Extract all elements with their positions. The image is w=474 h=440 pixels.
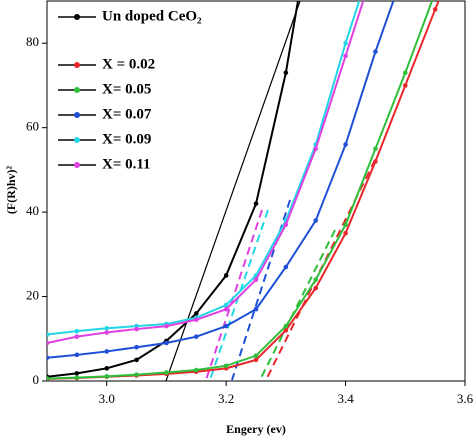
data-point bbox=[283, 222, 289, 228]
legend-marker bbox=[74, 137, 80, 143]
data-point bbox=[373, 146, 378, 152]
data-point bbox=[74, 375, 80, 380]
data-point bbox=[134, 326, 139, 332]
data-point bbox=[313, 277, 319, 282]
data-point bbox=[74, 352, 80, 358]
legend-marker bbox=[74, 14, 80, 20]
y-tick-label: 80 bbox=[26, 34, 39, 49]
data-point bbox=[283, 323, 289, 329]
data-point bbox=[134, 344, 139, 350]
data-point bbox=[47, 355, 50, 361]
data-point bbox=[74, 334, 80, 339]
data-point bbox=[134, 357, 139, 363]
data-point bbox=[343, 40, 348, 46]
data-point bbox=[164, 370, 169, 375]
data-point bbox=[253, 306, 259, 312]
data-point bbox=[193, 367, 199, 373]
data-point bbox=[343, 53, 348, 59]
legend-label: Un doped CeO₂ bbox=[102, 8, 202, 24]
data-point bbox=[313, 218, 319, 223]
y-tick-label: 60 bbox=[26, 119, 39, 134]
data-point bbox=[47, 332, 50, 337]
series-line bbox=[47, 1, 299, 378]
legend-marker bbox=[74, 87, 80, 93]
data-point bbox=[104, 366, 110, 371]
data-point bbox=[253, 357, 259, 363]
tangent-line bbox=[165, 1, 301, 381]
data-point bbox=[134, 372, 139, 377]
data-point bbox=[223, 273, 229, 278]
y-tick-label: 20 bbox=[26, 288, 39, 303]
data-point bbox=[432, 7, 438, 12]
legend-marker bbox=[74, 62, 80, 68]
data-point bbox=[313, 146, 319, 152]
x-tick-label: 3.4 bbox=[337, 391, 354, 406]
series-line bbox=[47, 1, 365, 344]
x-axis-title: Engery (ev) bbox=[226, 422, 286, 436]
data-point bbox=[47, 340, 50, 346]
data-point bbox=[47, 376, 50, 381]
legend-label: X= 0.11 bbox=[102, 156, 151, 172]
legend-label: X= 0.05 bbox=[102, 81, 151, 97]
series-line bbox=[47, 1, 361, 336]
data-point bbox=[402, 70, 408, 76]
data-point bbox=[193, 334, 199, 339]
data-point bbox=[74, 328, 80, 334]
data-point bbox=[373, 49, 378, 54]
plot-frame bbox=[46, 0, 466, 382]
data-point bbox=[164, 323, 169, 329]
x-tick-label: 3.6 bbox=[457, 391, 474, 406]
data-point bbox=[373, 159, 378, 164]
data-point bbox=[223, 363, 229, 369]
data-point bbox=[193, 317, 199, 323]
data-point bbox=[343, 142, 348, 147]
x-tick-label: 3.2 bbox=[218, 391, 234, 406]
legend-marker bbox=[74, 162, 80, 168]
y-tick-label: 40 bbox=[26, 203, 39, 218]
data-point bbox=[74, 371, 80, 376]
legend-label: X= 0.07 bbox=[102, 106, 152, 122]
data-point bbox=[104, 374, 110, 379]
data-point bbox=[253, 353, 259, 358]
data-point bbox=[313, 285, 319, 291]
y-tick-label: 0 bbox=[33, 372, 40, 387]
data-point bbox=[343, 222, 348, 228]
legend-marker bbox=[74, 112, 80, 118]
data-point bbox=[223, 302, 229, 308]
dashed-tangent bbox=[205, 209, 263, 381]
data-point bbox=[343, 230, 348, 236]
data-point bbox=[253, 201, 259, 206]
data-point bbox=[164, 340, 169, 346]
y-axis-title: (F(R)hv)² bbox=[4, 165, 18, 214]
data-point bbox=[283, 264, 289, 270]
data-point bbox=[283, 328, 289, 333]
data-point bbox=[283, 70, 289, 76]
data-point bbox=[223, 323, 229, 329]
legend-label: X = 0.02 bbox=[102, 56, 155, 72]
data-point bbox=[223, 306, 229, 312]
legend-label: X= 0.09 bbox=[102, 131, 151, 147]
annotations bbox=[165, 1, 376, 381]
dashed-tangent bbox=[209, 209, 269, 381]
dashed-tangent bbox=[259, 229, 336, 381]
x-tick-label: 3.0 bbox=[99, 391, 115, 406]
data-point bbox=[193, 311, 199, 316]
data-point bbox=[253, 277, 259, 282]
plot-series bbox=[47, 1, 440, 381]
data-point bbox=[104, 349, 110, 354]
data-point bbox=[104, 325, 110, 331]
data-point bbox=[402, 83, 408, 88]
data-point bbox=[104, 330, 110, 335]
